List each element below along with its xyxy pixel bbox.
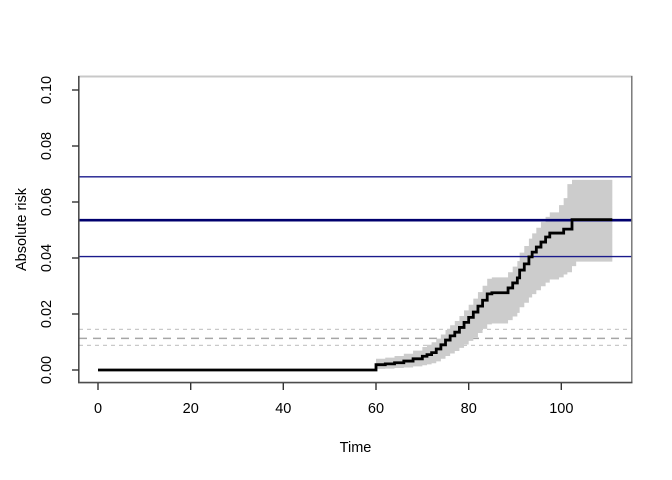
x-tick-label-3: 60 (368, 401, 384, 417)
y-tick-label-4: 0.08 (39, 132, 55, 160)
y-tick-label-0: 0.00 (39, 356, 55, 384)
confidence-band-polygon (376, 179, 613, 369)
y-axis-title: Absolute risk (14, 187, 30, 271)
navy-reference-lines (79, 176, 632, 258)
x-axis-title: Time (340, 440, 372, 456)
x-tick-label-4: 80 (461, 401, 477, 417)
risk-step-curve (98, 218, 613, 372)
x-tick-label-0: 0 (94, 401, 102, 417)
x-tick-label-1: 20 (183, 401, 199, 417)
confidence-band (376, 179, 613, 369)
y-tick-label-5: 0.10 (39, 76, 55, 104)
y-tick-label-3: 0.06 (39, 188, 55, 216)
y-tick-label-1: 0.02 (39, 300, 55, 328)
risk-estimate-curve (98, 218, 613, 372)
x-tick-label-2: 40 (275, 401, 291, 417)
x-tick-label-5: 100 (549, 401, 573, 417)
y-tick-label-2: 0.04 (39, 244, 55, 272)
